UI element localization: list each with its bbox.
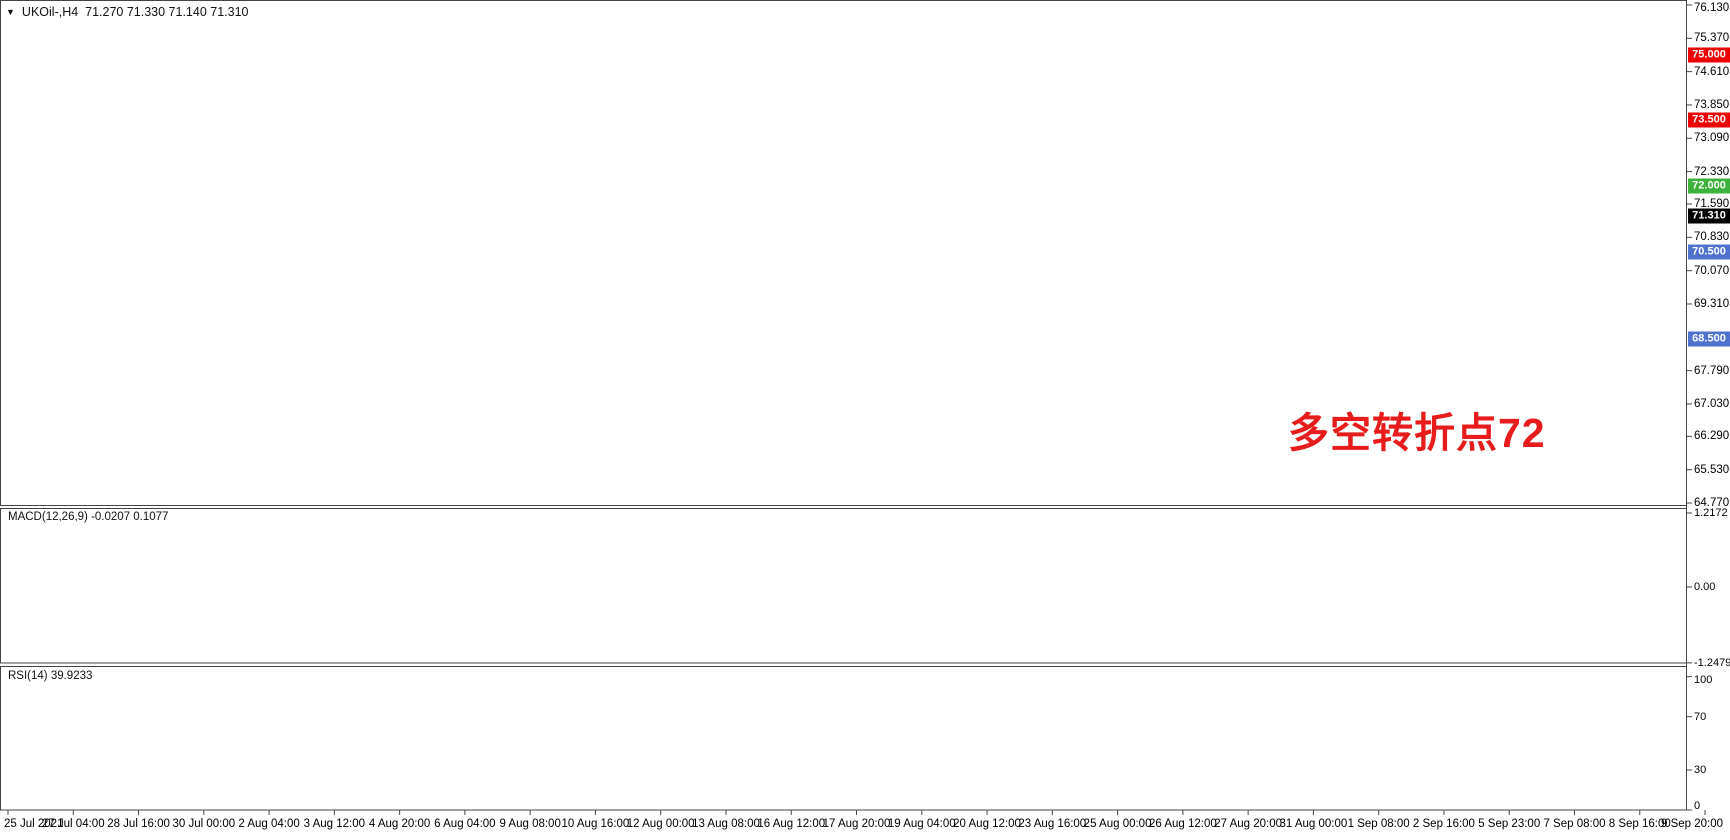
rsi-tick-label: 0 (1694, 800, 1701, 812)
price-tick-label: 71.590 (1694, 198, 1730, 211)
rsi-tick-label: 70 (1694, 710, 1707, 723)
time-tick-label: 25 Aug 00:00 (1083, 818, 1152, 830)
price-tick-label: 75.370 (1694, 32, 1730, 45)
time-tick-label: 4 Aug 20:00 (368, 818, 431, 830)
time-tick-label: 2 Sep 16:00 (1412, 818, 1475, 830)
time-tick-label: 19 Aug 04:00 (887, 818, 956, 830)
pane-border (0, 508, 1687, 664)
time-tick-label: 20 Aug 12:00 (953, 818, 1021, 830)
time-tick-label: 17 Aug 20:00 (822, 818, 891, 830)
chart-header: ▼ UKOil-,H4 71.270 71.330 71.140 71.310 (6, 5, 248, 19)
time-tick-label: 13 Aug 08:00 (692, 818, 760, 830)
time-tick-label: 25 Jul 2021 (4, 818, 64, 830)
time-tick-label: 23 Aug 16:00 (1018, 818, 1087, 830)
time-tick-label: 2 Aug 04:00 (238, 818, 300, 830)
time-tick-label: 27 Jul 04:00 (41, 818, 105, 830)
time-tick-label: 7 Sep 08:00 (1543, 818, 1606, 830)
price-tick-label: 76.130 (1694, 2, 1730, 14)
rsi-indicator-label: RSI(14) 39.9233 (8, 670, 93, 682)
time-tick-label: 1 Sep 08:00 (1347, 818, 1410, 830)
axis-ticks[interactable] (0, 0, 1706, 815)
time-tick-label: 3 Aug 12:00 (303, 818, 366, 830)
time-tick-label: 10 Aug 16:00 (561, 818, 630, 830)
chevron-down-icon[interactable]: ▼ (6, 6, 15, 17)
time-tick-label: 9 Aug 08:00 (499, 818, 561, 830)
price-tick-label: 64.770 (1694, 497, 1730, 509)
time-tick-label: 8 Sep 16:00 (1608, 818, 1671, 830)
price-tick-label: 73.090 (1694, 132, 1730, 145)
time-tick-label: 12 Aug 00:00 (626, 818, 695, 830)
symbol-ohlc-title: UKOil-,H4 71.270 71.330 71.140 71.310 (21, 5, 249, 19)
pane-border (0, 0, 1687, 506)
price-tick-label: 70.830 (1694, 231, 1730, 244)
price-tick-label: 72.330 (1694, 165, 1730, 178)
time-tick-label: 31 Aug 00:00 (1279, 818, 1348, 830)
price-level-chip: 70.500 (1688, 244, 1730, 260)
current-price-chip: 71.310 (1688, 208, 1730, 224)
price-tick-label: 74.610 (1694, 65, 1730, 78)
rsi-tick-label: 100 (1694, 674, 1713, 686)
time-tick-label: 28 Jul 16:00 (107, 818, 170, 830)
price-tick-label: 66.290 (1694, 430, 1730, 443)
time-tick-label: 30 Jul 00:00 (172, 818, 236, 830)
time-tick-label: 26 Aug 12:00 (1148, 818, 1217, 830)
price-tick-label: 67.790 (1694, 364, 1730, 377)
price-tick-label: 65.530 (1694, 463, 1730, 476)
pane-border (0, 666, 1687, 811)
price-level-chip: 72.000 (1688, 178, 1730, 194)
time-tick-label: 9 Sep 20:00 (1660, 818, 1724, 830)
time-tick-label: 27 Aug 20:00 (1214, 818, 1283, 830)
price-level-chip: 68.500 (1688, 331, 1730, 347)
price-tick-label: 67.030 (1694, 397, 1730, 410)
time-tick-label: 6 Aug 04:00 (434, 818, 496, 830)
annotation-text: 多空转折点72 (1288, 410, 1546, 456)
price-level-chip: 75.000 (1688, 47, 1730, 63)
time-tick-label: 16 Aug 12:00 (757, 818, 826, 830)
price-tick-label: 73.850 (1694, 98, 1730, 111)
macd-tick-label: 1.2172 (1694, 507, 1728, 519)
macd-tick-label: -1.2479 (1694, 656, 1730, 669)
price-level-chip: 73.500 (1688, 112, 1730, 128)
price-tick-label: 69.310 (1694, 297, 1730, 310)
macd-tick-label: 0.00 (1694, 581, 1716, 593)
rsi-tick-label: 30 (1694, 764, 1707, 776)
macd-indicator-label: MACD(12,26,9) -0.0207 0.1077 (8, 511, 169, 523)
price-tick-label: 70.070 (1694, 264, 1730, 277)
time-tick-label: 5 Sep 23:00 (1478, 818, 1541, 830)
